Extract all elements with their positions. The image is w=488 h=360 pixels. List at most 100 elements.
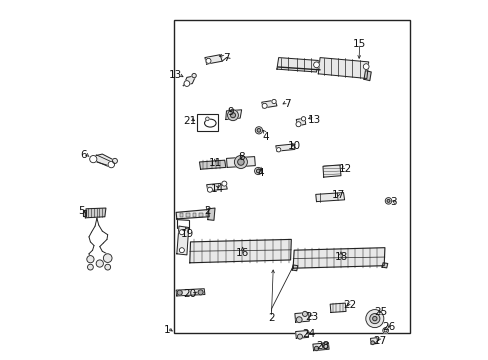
Circle shape	[254, 167, 261, 175]
Polygon shape	[363, 71, 370, 81]
Circle shape	[372, 316, 376, 321]
Polygon shape	[296, 118, 305, 126]
Bar	[179, 213, 183, 217]
Circle shape	[276, 148, 280, 152]
Circle shape	[322, 343, 327, 348]
Text: 16: 16	[236, 248, 249, 258]
Polygon shape	[291, 265, 297, 271]
Text: 18: 18	[334, 252, 347, 262]
Circle shape	[370, 341, 374, 345]
Circle shape	[198, 290, 203, 295]
Text: 25: 25	[373, 307, 386, 318]
Circle shape	[295, 122, 301, 127]
Circle shape	[112, 158, 117, 163]
Circle shape	[382, 328, 387, 333]
Text: 24: 24	[301, 329, 315, 339]
Text: 12: 12	[338, 164, 351, 174]
Circle shape	[385, 198, 391, 204]
Text: 21: 21	[183, 116, 196, 126]
Bar	[199, 213, 203, 217]
Text: 28: 28	[316, 341, 329, 351]
Text: 13: 13	[168, 69, 182, 80]
Circle shape	[177, 290, 182, 295]
Polygon shape	[329, 303, 346, 312]
Text: 9: 9	[227, 107, 234, 117]
Polygon shape	[318, 58, 368, 78]
Text: 7: 7	[283, 99, 290, 109]
Polygon shape	[177, 226, 188, 255]
Text: 23: 23	[305, 312, 318, 322]
Circle shape	[386, 199, 389, 202]
Polygon shape	[261, 100, 276, 108]
Polygon shape	[82, 210, 86, 216]
Text: 7: 7	[223, 53, 229, 63]
Polygon shape	[176, 210, 209, 219]
Circle shape	[192, 73, 196, 78]
Bar	[192, 213, 196, 217]
Bar	[186, 213, 189, 217]
Text: 1: 1	[163, 325, 170, 336]
Polygon shape	[292, 248, 384, 268]
Circle shape	[262, 103, 266, 108]
Circle shape	[103, 254, 112, 262]
Text: 4: 4	[257, 168, 264, 178]
Circle shape	[205, 58, 211, 63]
Polygon shape	[381, 263, 387, 268]
Text: 27: 27	[372, 336, 386, 346]
Text: 6: 6	[80, 150, 86, 160]
Text: 15: 15	[352, 39, 366, 49]
Polygon shape	[207, 208, 215, 220]
Bar	[205, 213, 209, 216]
Text: 11: 11	[209, 158, 222, 168]
Circle shape	[87, 264, 93, 270]
Bar	[174, 20, 409, 333]
Circle shape	[296, 317, 302, 323]
Circle shape	[87, 256, 94, 263]
Circle shape	[96, 260, 103, 267]
Text: 4: 4	[262, 132, 268, 142]
Circle shape	[257, 129, 260, 132]
Polygon shape	[276, 58, 318, 72]
Circle shape	[227, 110, 238, 121]
Polygon shape	[225, 110, 241, 120]
Text: 14: 14	[210, 184, 224, 194]
Text: 17: 17	[331, 190, 345, 200]
Polygon shape	[275, 144, 294, 151]
Text: 26: 26	[382, 322, 395, 332]
Polygon shape	[315, 193, 344, 202]
Text: 3: 3	[390, 197, 396, 207]
Circle shape	[313, 62, 319, 68]
Text: 8: 8	[238, 152, 244, 162]
Text: 2: 2	[204, 206, 211, 216]
Circle shape	[234, 156, 247, 168]
Text: 5: 5	[78, 206, 85, 216]
Polygon shape	[204, 55, 222, 64]
Bar	[197, 114, 218, 131]
Text: 13: 13	[307, 114, 321, 125]
Circle shape	[230, 113, 235, 118]
Polygon shape	[322, 165, 340, 177]
Circle shape	[183, 81, 189, 86]
Circle shape	[179, 230, 184, 235]
Circle shape	[302, 311, 307, 316]
Circle shape	[205, 117, 209, 121]
Circle shape	[179, 248, 184, 253]
Polygon shape	[295, 330, 308, 338]
Text: 2: 2	[267, 312, 274, 323]
Text: 22: 22	[342, 300, 356, 310]
Polygon shape	[312, 343, 328, 351]
Circle shape	[297, 334, 302, 339]
Circle shape	[207, 187, 212, 192]
Circle shape	[104, 264, 110, 270]
Circle shape	[384, 329, 386, 332]
Text: 20: 20	[183, 289, 196, 300]
Circle shape	[108, 161, 114, 168]
Circle shape	[237, 159, 244, 165]
Circle shape	[365, 310, 383, 328]
Text: 10: 10	[287, 141, 300, 151]
Circle shape	[256, 169, 260, 173]
Polygon shape	[206, 183, 227, 191]
Circle shape	[363, 64, 368, 69]
Circle shape	[369, 314, 379, 324]
Text: 19: 19	[181, 229, 194, 239]
